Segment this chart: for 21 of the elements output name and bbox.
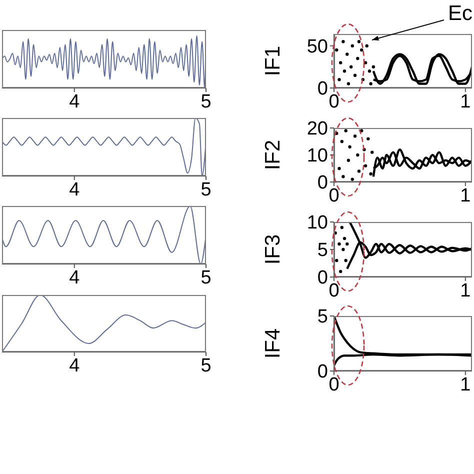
text: Ec (448, 2, 473, 26)
y-axis-title: IF1 (261, 46, 284, 76)
x-tick-label: 5 (200, 179, 212, 200)
y-tick-label: 50 (306, 36, 328, 58)
x-tick-label: 1 (460, 185, 471, 206)
y-tick-label: 5 (317, 306, 328, 328)
y-axis-title: IF4 (261, 328, 284, 359)
x-tick-label: 4 (69, 267, 80, 288)
y-axis-title: IF3 (261, 234, 284, 265)
y-tick-label: 5 (317, 240, 328, 262)
x-tick-label: 4 (69, 355, 80, 376)
x-tick-label: 1 (460, 280, 471, 302)
x-tick-label: 1 (460, 91, 471, 112)
x-tick-label: 4 (69, 179, 80, 200)
x-tick-label: 4 (69, 91, 80, 112)
y-tick-label: 10 (306, 212, 328, 234)
y-tick-label: 10 (306, 146, 328, 167)
x-tick-label: 1 (460, 374, 471, 396)
y-tick-label: 20 (306, 118, 328, 140)
y-axis-title: IF2 (261, 140, 284, 170)
x-tick-label: 5 (200, 91, 212, 112)
